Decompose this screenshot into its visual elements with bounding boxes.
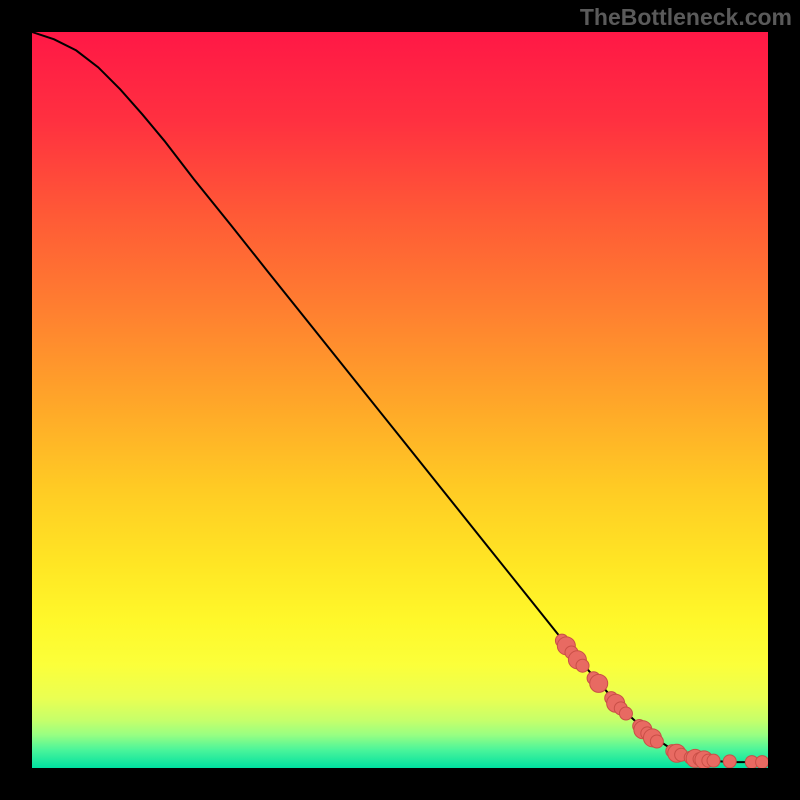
watermark-text: TheBottleneck.com — [580, 4, 792, 31]
data-marker — [650, 735, 663, 748]
data-marker — [707, 754, 720, 767]
chart-svg — [32, 32, 768, 768]
data-marker — [590, 674, 608, 692]
data-marker — [756, 756, 768, 768]
chart-plot-area — [32, 32, 768, 768]
data-marker — [576, 659, 589, 672]
data-marker — [723, 755, 736, 768]
data-marker — [619, 707, 632, 720]
